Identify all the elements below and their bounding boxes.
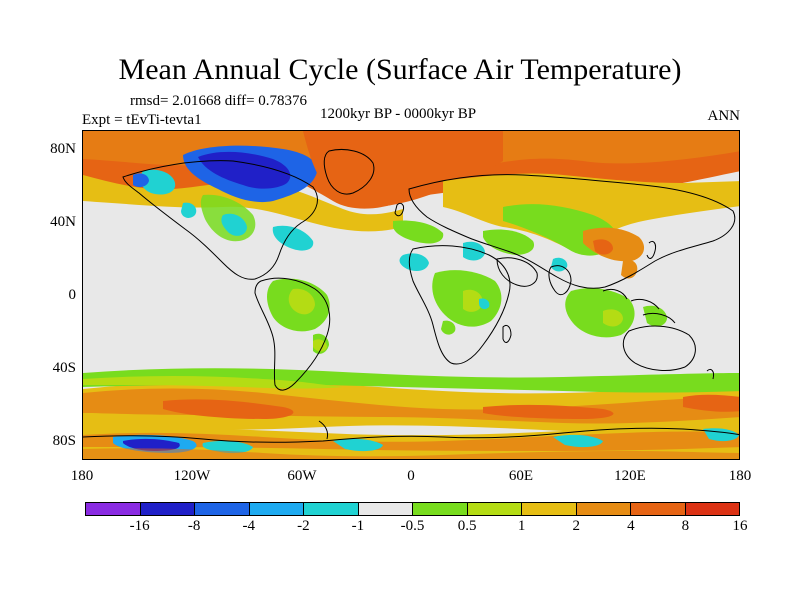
colorbar-cell — [522, 503, 577, 515]
colorbar-label: 16 — [732, 518, 748, 534]
x-tick-label: 180 — [728, 468, 752, 484]
colorbar-label: -16 — [129, 518, 150, 534]
colorbar-label: 2 — [572, 518, 581, 534]
colorbar-cell — [249, 503, 304, 515]
colorbar — [85, 502, 740, 516]
x-tick-label: 120W — [173, 468, 211, 484]
y-tick-label: 80N — [50, 141, 76, 157]
x-tick-label: 60W — [287, 468, 317, 484]
colorbar-cell — [358, 503, 413, 515]
colorbar-cell — [685, 503, 739, 515]
colorbar-cell — [195, 503, 250, 515]
x-tick-label: 0 — [407, 468, 415, 484]
x-tick-label: 60E — [508, 468, 534, 484]
map-svg — [83, 131, 739, 459]
colorbar-cell — [576, 503, 631, 515]
colorbar-label: -2 — [297, 518, 310, 534]
colorbar-label: -4 — [242, 518, 256, 534]
figure-title: Mean Annual Cycle (Surface Air Temperatu… — [118, 53, 682, 86]
colorbar-label: 8 — [681, 518, 690, 534]
colorbar-cell — [140, 503, 195, 515]
colorbar-cell — [413, 503, 468, 515]
colorbar-label: -8 — [187, 518, 201, 534]
period-label: 1200kyr BP - 0000kyr BP — [320, 106, 477, 122]
temperature-anomaly-map — [82, 130, 740, 460]
colorbar-cell — [86, 503, 141, 515]
colorbar-label: -0.5 — [400, 518, 425, 534]
colorbar-label: 1 — [517, 518, 526, 534]
colorbar-cell — [304, 503, 359, 515]
colorbar-label: 4 — [627, 518, 635, 534]
colorbar-label: 0.5 — [457, 518, 477, 534]
x-tick-label: 120E — [614, 468, 646, 484]
y-tick-label: 40N — [50, 214, 76, 230]
season-label: ANN — [707, 108, 741, 124]
y-tick-label: 0 — [68, 287, 77, 303]
experiment-label: Expt = tEvTi-tevta1 — [82, 112, 202, 128]
colorbar-cell — [467, 503, 522, 515]
y-tick-label: 40S — [52, 360, 76, 376]
rmsd-diff-stats: rmsd= 2.01668 diff= 0.78376 — [130, 93, 308, 109]
y-tick-label: 80S — [52, 433, 76, 449]
colorbar-cell — [631, 503, 686, 515]
colorbar-label: -1 — [351, 518, 365, 534]
x-tick-label: 180 — [70, 468, 94, 484]
